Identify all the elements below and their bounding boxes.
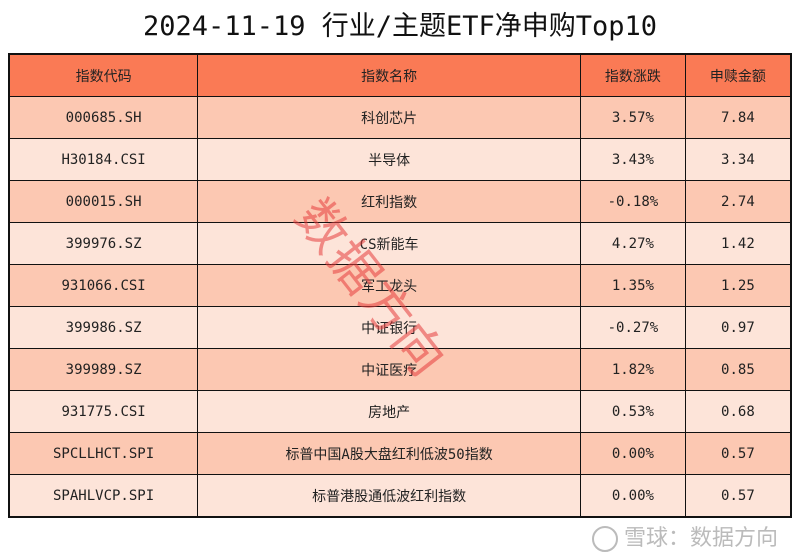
table-cell: 3.57%	[580, 96, 686, 139]
column-header: 指数涨跌	[580, 53, 686, 97]
table-cell: 0.57	[684, 432, 792, 475]
table-cell: 半导体	[197, 138, 582, 181]
footer-text: 雪球：数据方向	[623, 526, 778, 551]
table-cell: 3.43%	[580, 138, 686, 181]
table-cell: 1.35%	[580, 264, 686, 307]
table-cell: 3.34	[684, 138, 792, 181]
table-cell: 0.97	[684, 306, 792, 349]
table-cell: 房地产	[197, 390, 582, 433]
column-header: 指数名称	[197, 53, 582, 97]
table-cell: H30184.CSI	[8, 138, 199, 181]
table-row: 931066.CSI 军工龙头 1.35% 1.25	[8, 264, 792, 307]
table-cell: -0.27%	[580, 306, 686, 349]
table-cell: 399976.SZ	[8, 222, 199, 265]
table-cell: 军工龙头	[197, 264, 582, 307]
table-cell: 000685.SH	[8, 96, 199, 139]
column-header: 指数代码	[8, 53, 199, 97]
table-cell: 000015.SH	[8, 180, 199, 223]
table-cell: 4.27%	[580, 222, 686, 265]
table-cell: 标普港股通低波红利指数	[197, 474, 582, 518]
table-row: 000015.SH 红利指数 -0.18% 2.74	[8, 180, 792, 223]
table-cell: 931066.CSI	[8, 264, 199, 307]
table-row: 399989.SZ 中证医疗 1.82% 0.85	[8, 348, 792, 391]
table-cell: 0.53%	[580, 390, 686, 433]
table-cell: 0.57	[684, 474, 792, 518]
table-cell: 2.74	[684, 180, 792, 223]
table-cell: -0.18%	[580, 180, 686, 223]
table-cell: 中证银行	[197, 306, 582, 349]
table-cell: 红利指数	[197, 180, 582, 223]
table-cell: 标普中国A股大盘红利低波50指数	[197, 432, 582, 475]
table-cell: 399986.SZ	[8, 306, 199, 349]
table-row: 931775.CSI 房地产 0.53% 0.68	[8, 390, 792, 433]
etf-table: 指数代码 指数名称 指数涨跌 申赎金额 000685.SH 科创芯片 3.57% 7.84 H…	[8, 53, 792, 518]
table-row: 399976.SZ CS新能车 4.27% 1.42	[8, 222, 792, 265]
table-cell: 931775.CSI	[8, 390, 199, 433]
table-cell: CS新能车	[197, 222, 582, 265]
table-cell: 1.42	[684, 222, 792, 265]
table-cell: 1.25	[684, 264, 792, 307]
table-cell: 科创芯片	[197, 96, 582, 139]
table-row: 399986.SZ 中证银行 -0.27% 0.97	[8, 306, 792, 349]
table-cell: 0.68	[684, 390, 792, 433]
table-cell: 中证医疗	[197, 348, 582, 391]
column-header: 申赎金额	[684, 53, 792, 97]
xueqiu-logo-icon	[591, 526, 618, 552]
footer-watermark: 雪球：数据方向	[591, 520, 778, 552]
table-header-row: 指数代码 指数名称 指数涨跌 申赎金额	[8, 53, 792, 97]
table-cell: 0.85	[684, 348, 792, 391]
table-cell: SPCLLHCT.SPI	[8, 432, 199, 475]
table-cell: 399989.SZ	[8, 348, 199, 391]
table-row: 000685.SH 科创芯片 3.57% 7.84	[8, 96, 792, 139]
table-row: H30184.CSI 半导体 3.43% 3.34	[8, 138, 792, 181]
table-cell: 7.84	[684, 96, 792, 139]
table-cell: 0.00%	[580, 432, 686, 475]
page-title: 2024-11-19 行业/主题ETF净申购Top10	[142, 11, 658, 42]
table-cell: 1.82%	[580, 348, 686, 391]
table-cell: 0.00%	[580, 474, 686, 518]
table-row: SPAHLVCP.SPI 标普港股通低波红利指数 0.00% 0.57	[8, 474, 792, 518]
table-row: SPCLLHCT.SPI 标普中国A股大盘红利低波50指数 0.00% 0.57	[8, 432, 792, 475]
table-cell: SPAHLVCP.SPI	[8, 474, 199, 518]
